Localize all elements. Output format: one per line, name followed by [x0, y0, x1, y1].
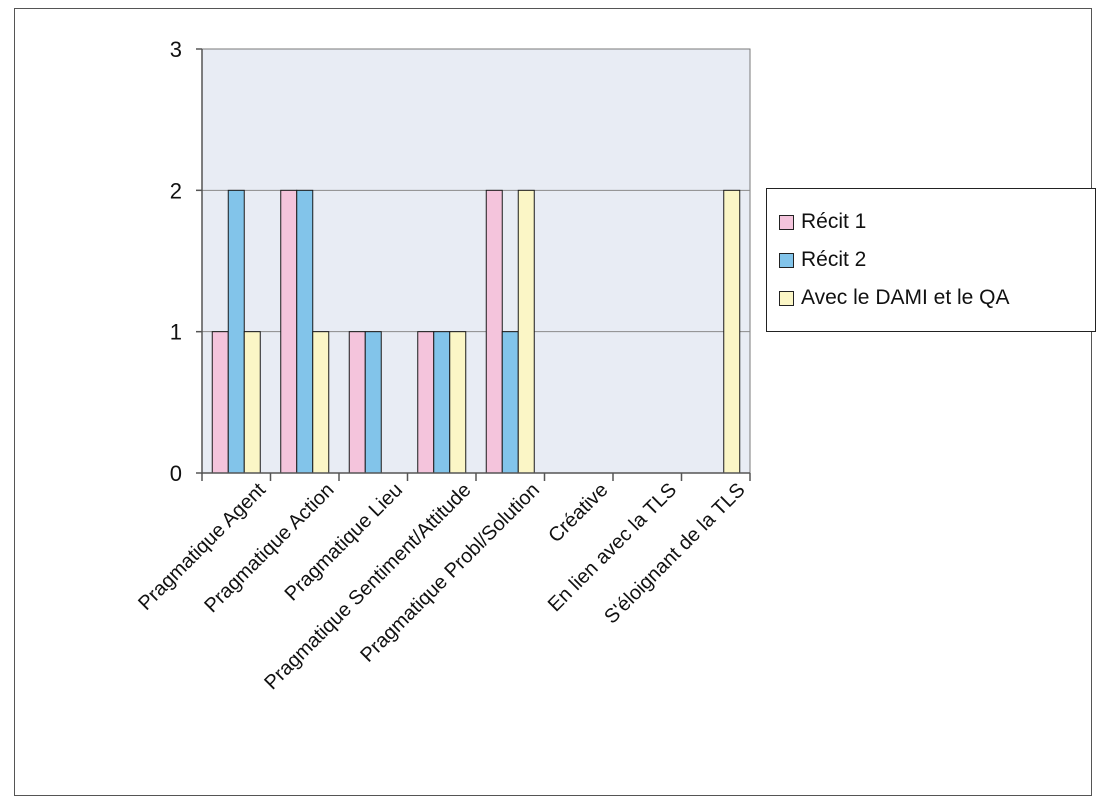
legend-label-avec-le-dami: Avec le DAMI et le QA	[801, 286, 1010, 309]
bar-avec-le-dami-et-le-qa-pragmatique-action	[312, 331, 330, 474]
bar-avec-le-dami-et-le-qa-pragmatique-probl-solution	[517, 189, 535, 474]
bar-recit-1-pragmatique-probl-solution	[485, 189, 503, 474]
legend-label-recit-1: Récit 1	[801, 210, 867, 233]
bar-recit-2-pragmatique-lieu	[364, 331, 382, 474]
category-label-en-lien-avec-la-tls: En lien avec la TLS	[544, 479, 681, 616]
y-tick-label-3: 3	[170, 37, 182, 62]
y-tick-label-0: 0	[170, 461, 182, 486]
bar-recit-1-pragmatique-agent	[211, 331, 229, 474]
legend-item-recit-1: Récit 1	[779, 203, 1095, 241]
category-label-s-eloignant-de-la-tls: S'éloignant de la TLS	[600, 479, 749, 628]
legend-item-avec-le-dami: Avec le DAMI et le QA	[779, 279, 1095, 317]
bar-recit-1-pragmatique-action	[280, 189, 298, 474]
legend-swatch-recit-1	[779, 214, 794, 230]
category-label-creative: Créative	[544, 479, 612, 547]
category-label-pragmatique-agent: Pragmatique Agent	[134, 479, 270, 615]
axes	[196, 48, 751, 481]
bar-recit-2-pragmatique-agent	[227, 189, 245, 474]
legend: Récit 1 Récit 2 Avec le DAMI et le QA	[766, 188, 1096, 332]
legend-swatch-recit-2	[779, 252, 794, 268]
bar-recit-2-pragmatique-action	[296, 189, 314, 474]
y-tick-label-2: 2	[170, 178, 182, 203]
category-label-pragmatique-action: Pragmatique Action	[200, 479, 338, 617]
bar-avec-le-dami-et-le-qa-pragmatique-agent	[243, 331, 261, 474]
category-label-pragmatique-lieu: Pragmatique Lieu	[281, 479, 407, 605]
y-tick-labels: 0 1 2 3	[170, 37, 182, 486]
legend-item-recit-2: Récit 2	[779, 241, 1095, 279]
bar-recit-1-pragmatique-sentiment-attitude	[417, 331, 435, 474]
bar-avec-le-dami-et-le-qa-pragmatique-sentiment-attitude	[449, 331, 467, 474]
bar-recit-2-pragmatique-sentiment-attitude	[433, 331, 451, 474]
y-tick-label-1: 1	[170, 320, 182, 345]
bar-avec-le-dami-et-le-qa-s-eloignant-de-la-tls	[723, 189, 741, 474]
bar-recit-2-pragmatique-probl-solution	[501, 331, 519, 474]
legend-swatch-avec-le-dami	[779, 290, 794, 306]
bars	[211, 189, 741, 474]
bar-recit-1-pragmatique-lieu	[348, 331, 366, 474]
legend-label-recit-2: Récit 2	[801, 248, 867, 271]
